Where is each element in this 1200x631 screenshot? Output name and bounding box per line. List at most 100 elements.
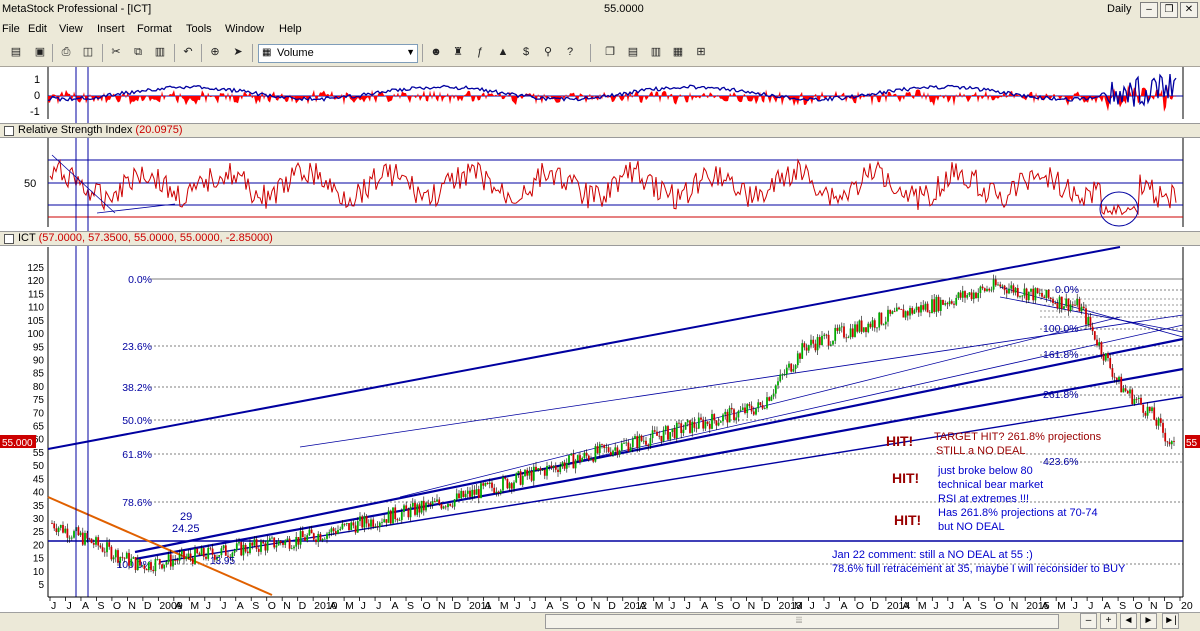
arrange-icon[interactable]: ⊞	[696, 46, 706, 58]
candle	[781, 374, 784, 376]
pane-menu-icon[interactable]	[4, 126, 14, 136]
x-tick-label: 2012	[624, 600, 648, 612]
minimize-icon[interactable]: –	[1140, 2, 1158, 18]
explorer-icon[interactable]: ♜	[453, 46, 463, 58]
candle	[526, 469, 529, 476]
menu-tools[interactable]: Tools	[186, 23, 212, 35]
menu-file[interactable]: File	[2, 23, 20, 35]
candle	[708, 423, 711, 429]
binoculars-icon[interactable]: ⚲	[543, 46, 553, 58]
candle	[110, 546, 113, 560]
candle	[392, 507, 394, 524]
x-tick-label: J	[686, 600, 691, 612]
scroll-grip-icon[interactable]: ⦙⦙⦙	[796, 615, 803, 625]
help-pointer-icon[interactable]: ?	[566, 46, 574, 58]
horizontal-scrollbar[interactable]: ⦙⦙⦙	[545, 614, 1059, 629]
paste-icon[interactable]: ▥	[154, 46, 166, 58]
candle	[649, 438, 652, 447]
candle	[64, 528, 67, 533]
zoom-in-icon[interactable]: +	[1100, 613, 1117, 629]
menu-view[interactable]: View	[59, 23, 83, 35]
x-tick-label: S	[717, 600, 724, 612]
menu-insert[interactable]: Insert	[97, 23, 125, 35]
candle	[444, 506, 447, 508]
tile-vertical-icon[interactable]: ▥	[650, 46, 662, 58]
candle	[73, 531, 75, 538]
candle	[469, 490, 471, 497]
candle	[620, 443, 623, 451]
save-icon[interactable]: ▣	[34, 46, 46, 58]
candle	[1047, 289, 1050, 298]
candle	[779, 374, 782, 382]
restore-icon[interactable]: ❐	[1160, 2, 1178, 18]
expert-advisor-icon[interactable]: ☻	[430, 46, 442, 58]
system-tester-icon[interactable]: ▲	[497, 46, 509, 58]
candle	[946, 303, 949, 305]
candle	[871, 320, 874, 328]
cut-icon[interactable]: ✂	[111, 46, 121, 58]
indicator-select[interactable]: ▦ Volume ▼	[258, 44, 418, 63]
cascade-icon[interactable]: ❐	[605, 46, 615, 58]
crosshair-icon[interactable]: ⊕	[210, 46, 220, 58]
candle	[653, 430, 656, 432]
pointer-icon[interactable]: ➤	[233, 46, 243, 58]
candle	[145, 569, 148, 571]
candle	[458, 493, 460, 499]
candle	[865, 327, 867, 333]
bear-note-1: just broke below 80	[937, 465, 1033, 477]
candle	[431, 501, 434, 505]
close-icon[interactable]: ✕	[1180, 2, 1198, 18]
tile-horizontal-icon[interactable]: ▤	[627, 46, 639, 58]
candle	[1124, 388, 1127, 391]
candle	[310, 529, 313, 534]
price-tick: 35	[33, 501, 45, 512]
chevron-down-icon[interactable]: ▼	[406, 47, 415, 57]
candle	[843, 326, 845, 338]
scroll-right-icon[interactable]: ►	[1140, 613, 1157, 629]
undo-icon[interactable]: ↶	[183, 46, 193, 58]
candle	[257, 548, 260, 552]
candle	[202, 548, 205, 557]
x-tick-label: D	[144, 600, 152, 612]
menu-help[interactable]: Help	[279, 23, 302, 35]
x-tick-label: J	[809, 600, 814, 612]
price-pane-header[interactable]: ICT (57.0000, 57.3500, 55.0000, 55.0000,…	[0, 231, 1200, 246]
candle	[491, 482, 493, 488]
channel-line	[134, 367, 1184, 561]
pane-menu-icon[interactable]	[4, 234, 14, 244]
print-icon[interactable]: ⎙	[61, 46, 71, 58]
print-preview-icon[interactable]: ◫	[82, 46, 94, 58]
x-tick-label: O	[856, 600, 864, 612]
candle	[273, 537, 276, 548]
candle	[301, 531, 304, 538]
x-tick-label: S	[407, 600, 414, 612]
candle	[326, 533, 328, 539]
candle	[196, 548, 199, 554]
chart-window[interactable]: 1 0 -1 50 125 120 115 110 105 100 95 90 85 80 75 70…	[0, 67, 1200, 615]
copy-icon[interactable]: ⧉	[134, 46, 142, 58]
tile-grid-icon[interactable]: ▦	[672, 46, 684, 58]
menu-format[interactable]: Format	[137, 23, 172, 35]
candle	[1093, 331, 1096, 340]
rsi-pane-header[interactable]: Relative Strength Index (20.0975)	[0, 123, 1200, 138]
candle	[840, 326, 843, 328]
x-tick-label: O	[423, 600, 431, 612]
candle	[1012, 285, 1015, 293]
dollar-icon[interactable]: $	[522, 46, 530, 58]
candle	[836, 327, 839, 331]
candle	[913, 310, 916, 314]
menu-window[interactable]: Window	[225, 23, 265, 35]
candle	[680, 423, 683, 434]
open-folder-icon[interactable]: ▤	[10, 46, 22, 58]
menu-edit[interactable]: Edit	[28, 23, 47, 35]
formula-icon[interactable]: ƒ	[476, 46, 484, 58]
candle	[207, 547, 210, 559]
zoom-out-icon[interactable]: –	[1080, 613, 1097, 629]
candle	[715, 420, 718, 426]
scroll-end-icon[interactable]: ►|	[1162, 613, 1179, 629]
scroll-left-icon[interactable]: ◄	[1120, 613, 1137, 629]
rsi-pane: 50	[24, 137, 1184, 227]
candle	[772, 393, 775, 397]
chart-canvas[interactable]: 1 0 -1 50 125120115110105100959085807570…	[0, 67, 1200, 615]
candle	[86, 533, 89, 539]
